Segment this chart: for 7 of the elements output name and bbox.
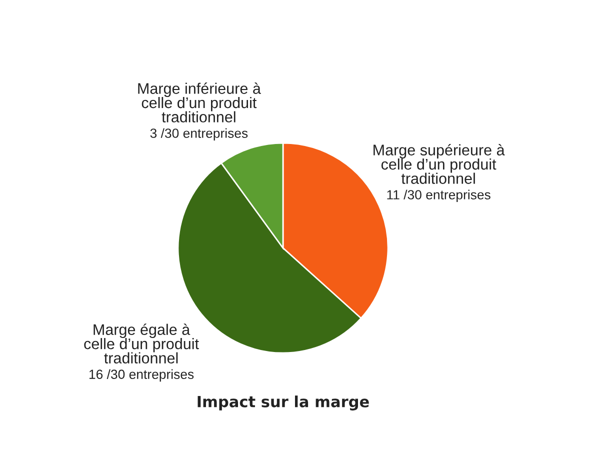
data-label: 11 /30 entreprises <box>387 190 490 202</box>
text: Impact sur la marge <box>198 396 369 410</box>
data-label: 3 /30 entreprises <box>150 128 248 141</box>
data-label: 16 /30 entreprises <box>89 369 194 382</box>
slice-label: Marge supérieure à celle d’un produit traditionnel <box>374 144 505 184</box>
slice-label: Marge inférieure à celle d’un produit traditionnel <box>138 82 261 122</box>
slice-label: Marge égale à celle d’un produit traditionnel <box>84 324 199 364</box>
